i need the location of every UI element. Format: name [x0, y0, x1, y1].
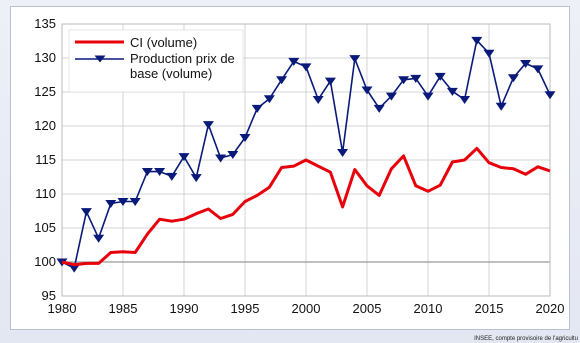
production-point [154, 168, 166, 177]
production-point [434, 72, 446, 81]
legend-box [68, 29, 244, 93]
production-point [215, 154, 227, 163]
series-line-ci [61, 146, 551, 267]
production-point [129, 197, 141, 206]
production-point [117, 197, 129, 206]
y-tick-label: 130 [34, 50, 56, 65]
x-tick-label: 2015 [475, 301, 504, 316]
production-point [105, 200, 117, 209]
production-point [483, 49, 495, 58]
production-point [337, 149, 349, 158]
production-point [398, 76, 410, 85]
production-point [471, 36, 483, 45]
x-tick-label: 2010 [414, 301, 443, 316]
source-note: INSEE, compte provisoire de l'agricultu [474, 336, 578, 342]
production-point [300, 63, 312, 72]
production-point [361, 86, 373, 95]
production-point [93, 234, 105, 243]
legend-label-production-line2: base (volume) [130, 66, 212, 81]
production-point [373, 104, 385, 113]
x-tick-label: 2000 [292, 301, 321, 316]
chart-frame: 95 100 105 110 115 120 125 130 135 1980 1985 1990 19… [10, 6, 570, 330]
x-tick-label: 2020 [536, 301, 565, 316]
production-point [68, 264, 80, 273]
legend: CI (volume) Production prix de base (vol… [68, 29, 244, 93]
production-point [80, 208, 92, 217]
y-tick-label: 95 [42, 288, 56, 303]
production-point [263, 95, 275, 104]
production-point [459, 95, 471, 104]
line-chart: 95 100 105 110 115 120 125 130 135 1980 1985 1990 19… [34, 16, 564, 316]
y-tick-label: 135 [34, 16, 56, 31]
production-point [507, 74, 519, 83]
plot-area [61, 23, 551, 297]
legend-label-production-line1: Production prix de [130, 51, 235, 66]
production-point [532, 65, 544, 74]
y-tick-label: 110 [35, 186, 56, 201]
y-tick-label: 100 [34, 254, 56, 269]
production-point [251, 104, 263, 113]
production-point [446, 87, 458, 96]
production-point [349, 55, 361, 64]
legend-marker-production [94, 55, 106, 63]
production-point [276, 76, 288, 85]
series-layer [56, 36, 556, 273]
production-point [422, 92, 434, 101]
production-point [190, 174, 202, 183]
production-point [178, 153, 190, 162]
axes: 95 100 105 110 115 120 125 130 135 1980 1985 1990 19… [34, 16, 564, 316]
production-point [227, 151, 239, 160]
production-point [166, 172, 178, 181]
production-point [410, 74, 422, 83]
x-tick-label: 1980 [48, 301, 77, 316]
legend-label-ci: CI (volume) [130, 35, 197, 50]
y-tick-label: 120 [34, 118, 56, 133]
production-point [495, 102, 507, 111]
y-tick-label: 115 [35, 152, 56, 167]
y-tick-label: 105 [34, 220, 56, 235]
x-tick-label: 1995 [231, 301, 260, 316]
production-point [385, 92, 397, 101]
production-point [202, 121, 214, 130]
x-tick-label: 1985 [109, 301, 138, 316]
x-tick-label: 2005 [353, 301, 382, 316]
production-point [520, 59, 532, 68]
x-tick-label: 1990 [170, 301, 199, 316]
production-point [141, 168, 153, 177]
production-point [324, 77, 336, 86]
production-point [312, 95, 324, 104]
production-point [288, 57, 300, 66]
production-point [239, 134, 251, 143]
y-tick-label: 125 [34, 84, 56, 99]
production-point [544, 91, 556, 100]
